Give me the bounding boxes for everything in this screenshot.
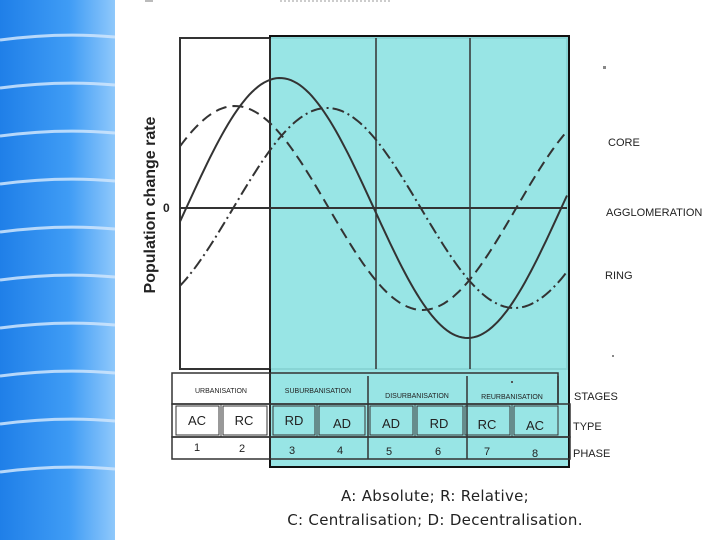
curve-label-agglomeration: AGGLOMERATION [606, 207, 702, 219]
zero-label: 0 [163, 201, 170, 215]
type-cell: RC [235, 413, 254, 428]
caption-line-1: A: Absolute; R: Relative; [340, 487, 530, 505]
type-cell: RC [478, 417, 497, 432]
phase-cell: 3 [289, 445, 295, 457]
scan-artifact [145, 0, 390, 2]
ring-curve [179, 106, 568, 309]
stage-urbanisation: URBANISATION [195, 388, 247, 395]
phase-cell: 6 [435, 446, 441, 458]
phase-cell: 5 [386, 446, 392, 458]
stage-reurbanisation: REURBANISATION [481, 394, 543, 401]
phase-cell: 8 [532, 448, 538, 460]
phase-cell: 2 [239, 443, 245, 455]
phase-cell: 1 [194, 442, 200, 454]
diagram: 0 Population change rate CORE AGGLOMERAT… [142, 35, 702, 468]
agglomeration-curve [179, 104, 568, 312]
type-cell: AD [382, 416, 400, 431]
stages-table [171, 372, 571, 460]
type-cell: AC [188, 413, 206, 428]
type-cell: RD [285, 413, 304, 428]
curve-label-ring: RING [605, 270, 633, 282]
decorative-sidebar [0, 0, 116, 540]
stages-row-label: STAGES [574, 391, 618, 403]
type-row-label: TYPE [573, 421, 602, 433]
stage-suburbanisation: SUBURBANISATION [285, 388, 351, 395]
curve-label-core: CORE [608, 137, 640, 149]
phase-cell: 4 [337, 445, 343, 457]
stage-disurbanisation: DISURBANISATION [385, 393, 449, 400]
type-cell: RD [430, 416, 449, 431]
phase-row-label: PHASE [573, 448, 610, 460]
type-cell: AD [333, 416, 351, 431]
core-curve [179, 76, 568, 340]
phase-cell: 7 [484, 446, 490, 458]
y-axis-label: Population change rate [142, 116, 159, 293]
caption-line-2: C: Centralisation; D: Decentralisation. [287, 511, 583, 529]
type-cell: AC [526, 418, 544, 433]
